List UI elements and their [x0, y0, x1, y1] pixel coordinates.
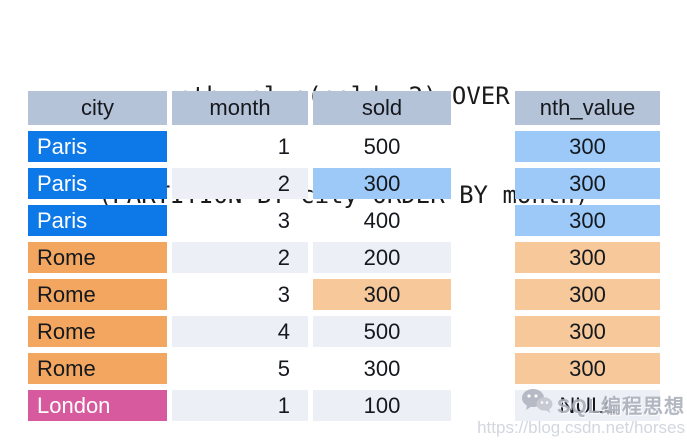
cell-nth-value: 300: [515, 353, 660, 384]
cell-city: London: [28, 390, 167, 421]
cell-sold: 500: [313, 316, 451, 347]
cell-city: Paris: [28, 205, 167, 236]
cell-nth-value: 300: [515, 168, 660, 199]
cell-sold: 400: [363, 207, 401, 233]
cell-nth-value: 300: [515, 205, 660, 236]
watermark-url: https://blog.csdn.net/horses: [477, 418, 685, 437]
cell-sold: 300: [313, 279, 451, 310]
cell-city: Paris: [28, 168, 167, 199]
cell-month: 1: [277, 133, 290, 159]
cell-sold: 300: [363, 355, 401, 381]
cell-nth-value: 300: [515, 242, 660, 273]
cell-nth-value: 300: [515, 316, 660, 347]
col-header-city: city: [28, 91, 167, 125]
cell-nth-value: NULL: [515, 390, 660, 421]
cell-nth-value: 300: [515, 131, 660, 162]
result-column: nth_value 300 300 300 300 300 300 300 NULL: [515, 91, 660, 421]
cell-city: Rome: [28, 353, 167, 384]
cell-city: Rome: [28, 316, 167, 347]
cell-month: 2: [172, 242, 308, 273]
source-table: city month sold Paris 1 500 Paris 2 300 Paris 3…: [28, 91, 451, 421]
cell-city: Rome: [28, 242, 167, 273]
cell-sold: 300: [313, 168, 451, 199]
cell-nth-value: 300: [515, 279, 660, 310]
cell-month: 5: [277, 355, 290, 381]
col-header-sold: sold: [313, 91, 451, 125]
cell-sold: 500: [363, 133, 401, 159]
cell-month: 1: [172, 390, 308, 421]
cell-month: 2: [172, 168, 308, 199]
cell-sold: 100: [313, 390, 451, 421]
col-header-month: month: [172, 91, 308, 125]
cell-city: Paris: [28, 131, 167, 162]
cell-month: 3: [277, 281, 290, 307]
cell-sold: 200: [313, 242, 451, 273]
cell-month: 4: [172, 316, 308, 347]
col-header-nth-value: nth_value: [515, 91, 660, 125]
cell-month: 3: [277, 207, 290, 233]
cell-city: Rome: [28, 279, 167, 310]
